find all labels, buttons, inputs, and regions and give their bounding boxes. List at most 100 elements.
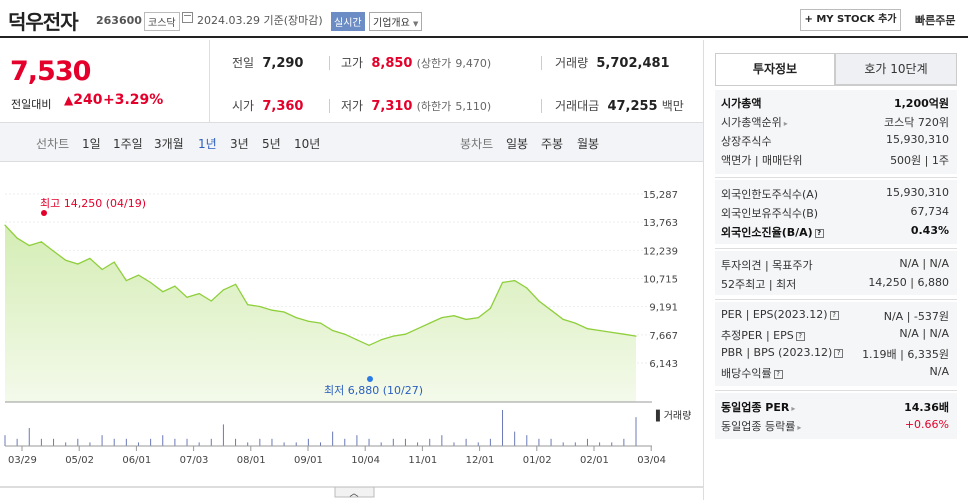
tab-5y[interactable]: 5년 bbox=[262, 137, 281, 151]
section-foreign: 외국인한도주식수(A) 15,930,310 외국인보유주식수(B) 67,734 … bbox=[715, 180, 957, 244]
low-annotation: 최저 6,880 (10/27) bbox=[324, 384, 423, 397]
section-industry: 동일업종 PER ▸ 14.36배 동일업종 등락률 ▸ +0.66% bbox=[715, 393, 957, 439]
divider bbox=[715, 390, 957, 391]
volume-bar bbox=[526, 435, 528, 446]
tab-1d[interactable]: 1일 bbox=[82, 137, 101, 151]
calendar-icon bbox=[182, 12, 193, 23]
row-opinion: 투자의견 | 목표주가 N/A | N/A bbox=[721, 257, 949, 272]
price-point bbox=[526, 287, 528, 289]
tab-1y[interactable]: 1년 bbox=[198, 137, 217, 151]
x-tick-label: 06/01 bbox=[122, 455, 151, 466]
tab-3m[interactable]: 3개월 bbox=[154, 137, 184, 151]
price-point bbox=[514, 280, 516, 282]
tab-monthly[interactable]: 월봉 bbox=[577, 137, 600, 151]
price-point bbox=[186, 296, 188, 298]
x-tick-label: 02/01 bbox=[580, 455, 609, 466]
volume-bar bbox=[137, 442, 139, 446]
stock-header: 덕우전자 263600 코스닥 2024.03.29 기준(장마감) 실시간 기… bbox=[0, 0, 968, 38]
volume-bar bbox=[77, 438, 79, 446]
chevron-right-icon: ▸ bbox=[797, 423, 802, 432]
price-point bbox=[441, 316, 443, 319]
current-price: 7,530 bbox=[10, 56, 91, 87]
realtime-button[interactable]: 실시간 bbox=[331, 12, 365, 31]
row-industry-per: 동일업종 PER ▸ 14.36배 bbox=[721, 401, 949, 414]
volume-bar bbox=[404, 438, 406, 446]
volume-bar bbox=[113, 438, 115, 446]
price-point bbox=[477, 316, 479, 319]
price-point bbox=[222, 289, 225, 291]
row-pbr-bps: PBR | BPS (2023.12)? 1.19배 | 6,335원 bbox=[721, 346, 949, 361]
volume-bar bbox=[489, 438, 491, 446]
row-foreign-limit: 외국인한도주식수(A) 15,930,310 bbox=[721, 186, 949, 201]
collapse-button[interactable] bbox=[334, 486, 375, 498]
price-point bbox=[623, 333, 625, 335]
price-point bbox=[429, 322, 431, 324]
row-industry-change: 동일업종 등락률 ▸ +0.66% bbox=[721, 418, 949, 433]
price-point bbox=[404, 333, 407, 335]
tab-weekly[interactable]: 주봉 bbox=[541, 137, 564, 151]
row-market-cap-rank: 시가총액순위 ▸ 코스닥 720위 bbox=[721, 116, 949, 129]
volume-bar bbox=[623, 438, 625, 446]
price-chart: 15,287 13,763 12,239 10,715 9,191 7,667 6,143 … bbox=[0, 163, 703, 500]
help-icon[interactable]: ? bbox=[834, 348, 844, 358]
help-icon[interactable]: ? bbox=[814, 228, 824, 238]
volume-bar bbox=[502, 410, 504, 446]
quick-order-link[interactable]: 빠른주문 bbox=[915, 14, 956, 27]
price-point bbox=[65, 259, 67, 261]
tab-daily[interactable]: 일봉 bbox=[506, 137, 529, 151]
add-mystock-button[interactable]: + MY STOCK 추가 bbox=[800, 9, 901, 31]
stock-name[interactable]: 덕우전자 bbox=[8, 10, 79, 34]
price-point bbox=[162, 291, 164, 293]
divider bbox=[715, 248, 957, 249]
volume-bar bbox=[162, 435, 164, 446]
help-icon[interactable]: ? bbox=[773, 369, 783, 379]
volume-bar bbox=[307, 438, 309, 446]
tab-1w[interactable]: 1주일 bbox=[113, 137, 143, 151]
low-price: 저가 7,310 (하한가 5,110) bbox=[341, 99, 492, 114]
up-arrow-icon: ▲ bbox=[64, 93, 74, 107]
volume-bar bbox=[259, 438, 261, 446]
volume-bar bbox=[40, 438, 42, 446]
company-info-dropdown[interactable]: 기업개요 ▼ bbox=[369, 12, 423, 31]
quote-date: 2024.03.29 기준(장마감) bbox=[197, 14, 323, 27]
price-point bbox=[271, 309, 273, 311]
tab-10y[interactable]: 10년 bbox=[294, 137, 321, 151]
volume-bar bbox=[186, 438, 188, 446]
volume-bar bbox=[53, 438, 55, 446]
row-52w-range: 52주최고 | 최저 14,250 | 6,880 bbox=[721, 276, 949, 291]
price-point bbox=[380, 339, 382, 341]
volume-bar bbox=[550, 438, 552, 446]
price-point bbox=[416, 328, 419, 330]
volume-bar bbox=[562, 442, 564, 446]
tab-underline bbox=[715, 85, 957, 86]
divider bbox=[329, 56, 330, 70]
volume-bar bbox=[586, 438, 588, 446]
chevron-right-icon: ▸ bbox=[791, 404, 796, 413]
chevron-down-icon: ▼ bbox=[413, 20, 419, 28]
market-badge: 코스닥 bbox=[144, 12, 180, 31]
divider bbox=[715, 177, 957, 178]
y-tick-label: 13,763 bbox=[643, 218, 678, 229]
tab-3y[interactable]: 3년 bbox=[230, 137, 249, 151]
volume-bar bbox=[344, 438, 346, 446]
trade-amount: 거래대금 47,255 백만 bbox=[555, 99, 684, 114]
volume-bar bbox=[222, 424, 224, 446]
x-tick-label: 03/29 bbox=[8, 455, 37, 466]
x-tick-label: 03/04 bbox=[637, 455, 666, 466]
tab-investment-info[interactable]: 투자정보 bbox=[715, 53, 835, 85]
price-point bbox=[538, 300, 540, 302]
row-est-per-eps: 추정PER | EPS? N/A | N/A bbox=[721, 327, 949, 342]
row-par-value: 액면가 | 매매단위 500원 | 1주 bbox=[721, 154, 949, 167]
volume-bar bbox=[125, 438, 127, 446]
x-tick-label: 11/01 bbox=[408, 455, 437, 466]
row-per-eps: PER | EPS(2023.12)? N/A | -537원 bbox=[721, 308, 949, 323]
price-summary: 7,530 전일대비 ▲240 +3.29% bbox=[0, 40, 210, 122]
help-icon[interactable]: ? bbox=[795, 331, 805, 341]
price-point bbox=[598, 329, 601, 332]
tab-orderbook-10[interactable]: 호가 10단계 bbox=[835, 53, 957, 85]
price-point bbox=[489, 307, 491, 309]
volume-bar bbox=[16, 438, 18, 446]
volume-bar bbox=[235, 438, 237, 446]
help-icon[interactable]: ? bbox=[829, 310, 839, 320]
volume-bar bbox=[150, 438, 152, 446]
